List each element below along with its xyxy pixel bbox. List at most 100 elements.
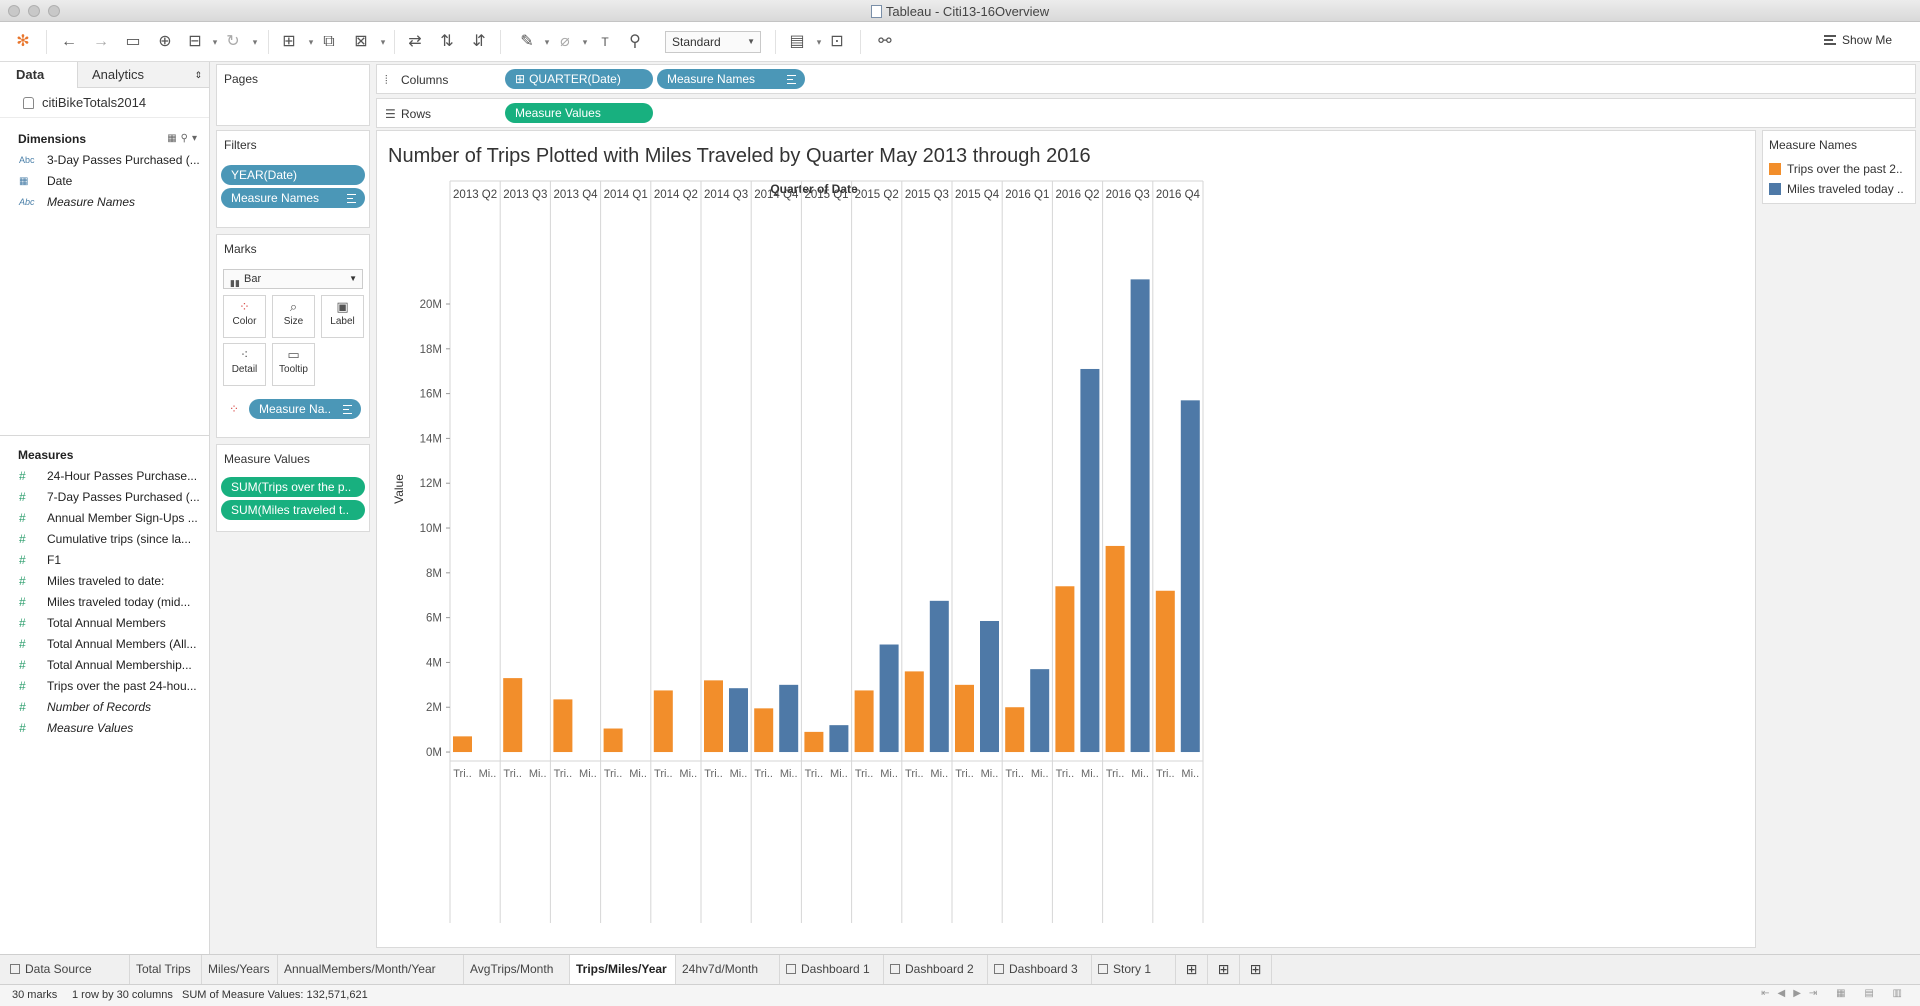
refresh-dropdown-icon[interactable]: ▾: [252, 37, 258, 47]
measure-field[interactable]: # Trips over the past 24-hou...: [0, 676, 209, 697]
measure-field[interactable]: # Cumulative trips (since la...: [0, 529, 209, 550]
measure-field[interactable]: #7-Day Passes Purchased (...: [0, 487, 209, 508]
undo-icon[interactable]: ←: [61, 33, 77, 50]
show-labels-icon[interactable]: T: [601, 35, 609, 49]
measure-field[interactable]: # Total Annual Members (All...: [0, 634, 209, 655]
tooltip-button[interactable]: ▭ Tooltip: [272, 343, 315, 386]
new-worksheet-dropdown-icon[interactable]: ▾: [308, 37, 314, 47]
measure-field[interactable]: # Miles traveled today (mid...: [0, 592, 209, 613]
new-worksheet-icon[interactable]: ⊞: [282, 33, 296, 50]
new-dashboard-tab-icon[interactable]: ⊞: [1208, 955, 1240, 984]
filter-pill-measure-names[interactable]: Measure Names: [221, 188, 365, 208]
fix-axes-icon[interactable]: ⚲: [629, 33, 641, 50]
window-minimize-button[interactable]: [28, 5, 40, 17]
color-button[interactable]: ⁘ Color: [223, 295, 266, 338]
redo-icon[interactable]: →: [93, 33, 109, 50]
save-icon[interactable]: ▭: [125, 33, 141, 50]
group-dropdown-icon[interactable]: ▾: [582, 37, 588, 47]
measure-field[interactable]: #24-Hour Passes Purchase...: [0, 466, 209, 487]
datasource-item[interactable]: citiBikeTotals2014: [0, 88, 209, 118]
window-zoom-button[interactable]: [48, 5, 60, 17]
chart-view[interactable]: Number of Trips Plotted with Miles Trave…: [376, 130, 1756, 948]
tab-analytics[interactable]: Analytics ⇕: [78, 62, 210, 88]
legend-item-miles[interactable]: Miles traveled today ..: [1769, 181, 1915, 197]
bar-chart[interactable]: Quarter of Date Value 2013 Q2 2013 Q3 2013 Q…: [377, 131, 1757, 949]
tab-data[interactable]: Data: [0, 62, 78, 88]
presentation-mode-icon[interactable]: ⊡: [830, 33, 844, 50]
duplicate-sheet-icon[interactable]: ⧉: [323, 33, 335, 50]
swap-rows-columns-icon[interactable]: ⇄: [408, 33, 422, 50]
sheet-tab[interactable]: Story 1: [1092, 955, 1176, 984]
color-legend: Measure Names Trips over the past 2.. Mi…: [1762, 130, 1916, 204]
sub-column-label: Mi..: [730, 768, 748, 780]
measure-field[interactable]: # Annual Member Sign-Ups ...: [0, 508, 209, 529]
label-button[interactable]: ▣ Label: [321, 295, 364, 338]
pages-card[interactable]: Pages: [216, 64, 370, 126]
sub-column-label: Mi..: [679, 768, 697, 780]
marks-pill-measure-names[interactable]: Measure Na..: [249, 399, 361, 419]
sheet-tab[interactable]: Data Source: [4, 955, 130, 984]
sheet-tab[interactable]: Dashboard 1: [780, 955, 884, 984]
measure-field[interactable]: # Total Annual Members: [0, 613, 209, 634]
datasource-icon: [23, 97, 34, 109]
measure-value-pill-miles[interactable]: SUM(Miles traveled t..: [221, 500, 365, 520]
highlight-dropdown-icon[interactable]: ▾: [544, 37, 550, 47]
pause-updates-dropdown-icon[interactable]: ▾: [212, 37, 218, 47]
measure-field[interactable]: # Miles traveled to date:: [0, 571, 209, 592]
show-cards-dropdown-icon[interactable]: ▾: [816, 37, 822, 47]
refresh-icon[interactable]: ↻: [226, 33, 240, 50]
sheet-tab[interactable]: Dashboard 2: [884, 955, 988, 984]
measure-value-pill-trips[interactable]: SUM(Trips over the p..: [221, 477, 365, 497]
dimension-field[interactable]: ▦ Date: [0, 171, 209, 192]
highlight-icon[interactable]: ✎: [520, 33, 534, 50]
measure-field[interactable]: # Measure Values: [0, 718, 209, 739]
view-fit-select[interactable]: Standard ▼: [665, 31, 761, 53]
new-datasource-icon[interactable]: ⊕: [158, 33, 172, 50]
sheet-tab[interactable]: AvgTrips/Month: [464, 955, 570, 984]
share-icon[interactable]: ⚯: [878, 33, 892, 50]
number-type-icon: #: [19, 553, 26, 567]
sheet-tab[interactable]: 24hv7d/Month: [676, 955, 780, 984]
sort-ascending-icon[interactable]: ⇅: [440, 33, 454, 50]
mark-type-select[interactable]: ▮▮ Bar ▼: [223, 269, 363, 289]
tableau-logo-icon[interactable]: ✻: [16, 33, 30, 50]
group-members-icon[interactable]: ⌀: [560, 33, 570, 50]
rows-shelf[interactable]: ☰ Rows Measure Values: [376, 98, 1916, 128]
legend-item-trips[interactable]: Trips over the past 2..: [1769, 161, 1915, 177]
new-story-tab-icon[interactable]: ⊞: [1240, 955, 1272, 984]
rows-pill-measure-values[interactable]: Measure Values: [505, 103, 653, 123]
measure-field[interactable]: # F1: [0, 550, 209, 571]
dimension-field[interactable]: Abc 3-Day Passes Purchased (...: [0, 150, 209, 171]
columns-pill-measure-names[interactable]: Measure Names: [657, 69, 805, 89]
filter-pill-year-date[interactable]: YEAR(Date): [221, 165, 365, 185]
tab-analytics-menu-icon[interactable]: ⇕: [194, 70, 202, 80]
size-button[interactable]: ⌕ Size: [272, 295, 315, 338]
clear-sheet-icon[interactable]: ⊠: [354, 33, 368, 50]
sort-descending-icon[interactable]: ⇵: [472, 33, 486, 50]
sheet-tab[interactable]: Trips/Miles/Year: [570, 955, 676, 984]
dimension-field[interactable]: Abc Measure Names: [0, 192, 209, 213]
sheet-tab[interactable]: Dashboard 3: [988, 955, 1092, 984]
size-label: Size: [283, 316, 304, 327]
show-me-button[interactable]: Show Me: [1823, 33, 1892, 47]
dimensions-list: Abc 3-Day Passes Purchased (... ▦ Date Abc Me…: [0, 150, 209, 213]
pause-updates-icon[interactable]: ⊟: [188, 33, 202, 50]
bar-mark: [754, 708, 774, 753]
window-close-button[interactable]: [8, 5, 20, 17]
measure-field[interactable]: # Total Annual Membership...: [0, 655, 209, 676]
columns-pill-quarter-date[interactable]: ⊞ QUARTER(Date): [505, 69, 653, 89]
dimensions-tools[interactable]: ▦⚲▾: [167, 133, 201, 144]
columns-shelf[interactable]: ⦙ Columns ⊞ QUARTER(Date) Measure Names: [376, 64, 1916, 94]
show-cards-icon[interactable]: ▤: [789, 33, 805, 50]
dimension-field-label: Measure Names: [47, 195, 136, 209]
sheet-tab[interactable]: AnnualMembers/Month/Year: [278, 955, 464, 984]
sheet-tab[interactable]: Miles/Years: [202, 955, 278, 984]
bar-mark: [854, 690, 874, 753]
sheet-navigation-icons[interactable]: ⇤◀▶⇥ ▦ ▤ ▥: [1761, 988, 1910, 999]
new-worksheet-tab-icon[interactable]: ⊞: [1176, 955, 1208, 984]
detail-button[interactable]: ⁖ Detail: [223, 343, 266, 386]
clear-sheet-dropdown-icon[interactable]: ▾: [380, 37, 386, 47]
measure-field[interactable]: # Number of Records: [0, 697, 209, 718]
sheet-tab[interactable]: Total Trips: [130, 955, 202, 984]
bar-mark: [453, 736, 472, 753]
